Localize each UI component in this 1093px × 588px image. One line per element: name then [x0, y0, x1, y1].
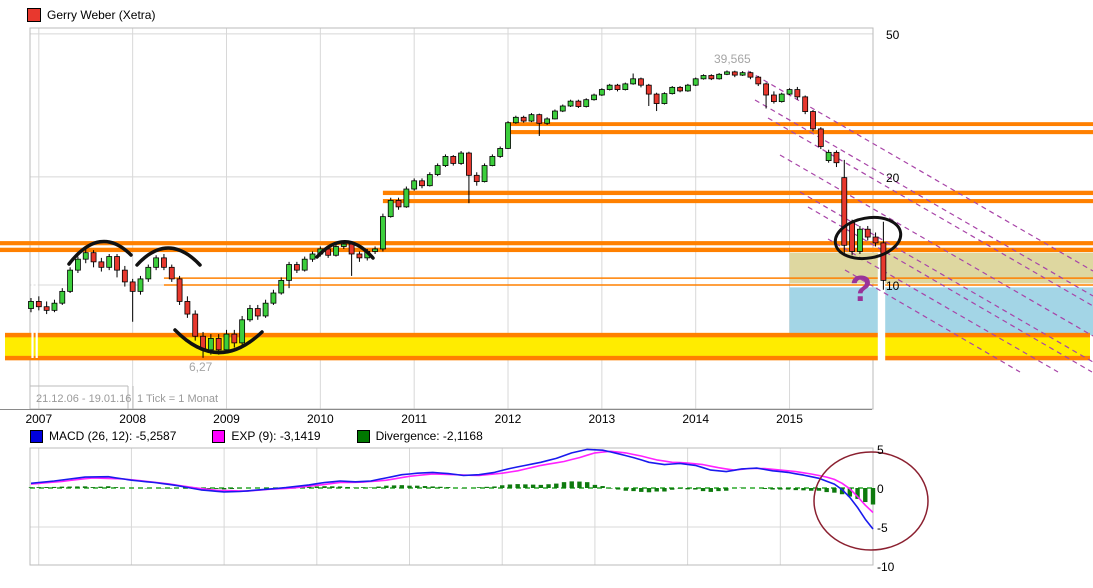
chart-header: Gerry Weber (Xetra) [27, 8, 155, 22]
legend-color-swatch [30, 429, 43, 443]
year-axis-label: 2008 [119, 412, 147, 426]
year-axis-label: 2007 [25, 412, 53, 426]
year-axis-label: 2012 [494, 412, 522, 426]
macd-axis-tick-label: -5 [877, 521, 888, 535]
price-axis-tick-label: 20 [886, 170, 900, 185]
year-axis-label: 2013 [588, 412, 616, 426]
year-axis-label: 2011 [401, 412, 428, 426]
macd-legend-item: Divergence: -2,1168 [356, 429, 483, 443]
macd-axis-tick-label: 0 [877, 482, 884, 496]
macd-axis-tick-label: -10 [877, 560, 895, 574]
legend-label: MACD (26, 12): -5,2587 [49, 429, 177, 443]
legend-label: EXP (9): -3,1419 [231, 429, 321, 443]
legend-label: Divergence: -2,1168 [375, 429, 483, 443]
year-axis-label: 2015 [776, 412, 803, 426]
question-mark-annotation: ? [850, 268, 872, 309]
price-axis-tick-label: 50 [886, 27, 900, 42]
year-axis-label: 2010 [306, 412, 334, 426]
tick-interval-label: 1 Tick = 1 Monat [137, 393, 219, 405]
year-axis-label: 2009 [213, 412, 240, 426]
series-color-swatch [27, 8, 41, 22]
legend-color-swatch [212, 429, 226, 443]
year-axis-label: 2014 [682, 412, 710, 426]
macd-legend-item: EXP (9): -3,1419 [212, 429, 321, 443]
macd-legend-item: MACD (26, 12): -5,2587 [30, 429, 176, 443]
macd-legend: MACD (26, 12): -5,2587 EXP (9): -3,1419 Di… [30, 429, 483, 443]
macd-axis-tick-label: 5 [877, 443, 884, 457]
low-price-annotation: 6,27 [189, 360, 213, 374]
price-axis-tick-label: 10 [886, 279, 900, 293]
legend-color-swatch [356, 429, 370, 443]
date-range-label: 21.12.06 - 19.01.16 [36, 393, 132, 405]
chart-title: Gerry Weber (Xetra) [47, 7, 156, 22]
peak-price-annotation: 39,565 [714, 52, 751, 66]
